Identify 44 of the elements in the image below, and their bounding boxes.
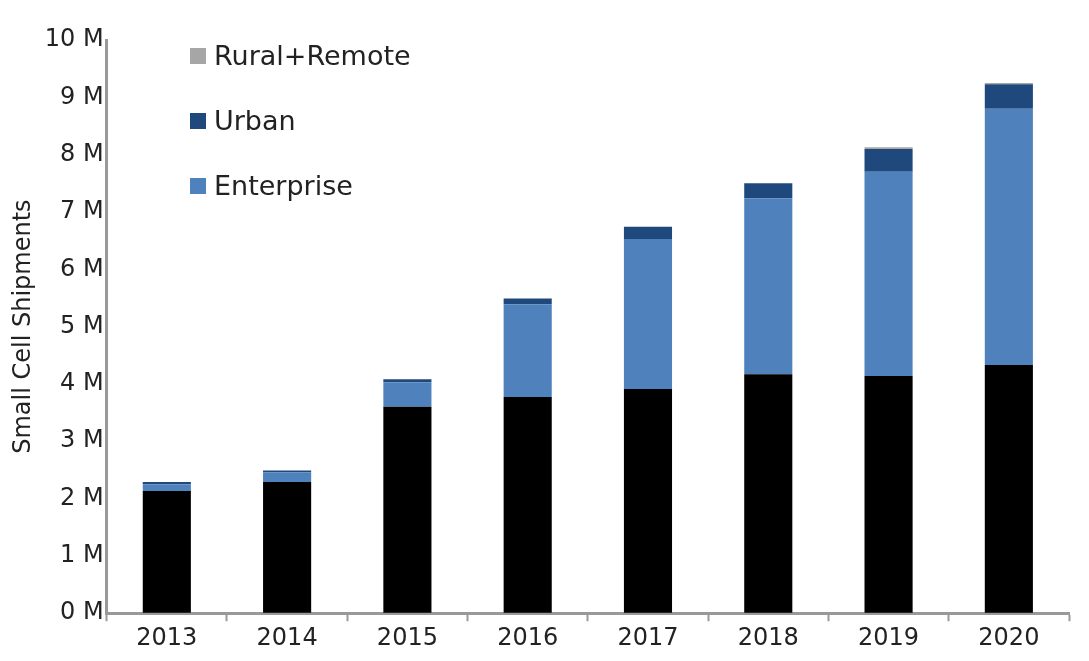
- y-tick-label: 7 M: [60, 196, 104, 225]
- y-tick-label: 8 M: [60, 138, 104, 167]
- y-tick-label: 6 M: [60, 253, 104, 282]
- x-tick-label: 2013: [136, 622, 198, 651]
- y-tick-label: 1 M: [60, 540, 104, 569]
- y-tick-label: 5 M: [60, 310, 104, 339]
- bar: [383, 382, 432, 407]
- x-tick-label: 2015: [376, 622, 438, 651]
- bar: [984, 365, 1033, 613]
- bar: [623, 226, 673, 239]
- bar: [383, 379, 432, 383]
- y-tick-label: 3 M: [60, 425, 104, 454]
- bar: [744, 374, 793, 613]
- bar: [263, 481, 312, 613]
- bar: [864, 148, 913, 172]
- bar: [864, 171, 913, 376]
- bar: [984, 108, 1033, 365]
- bar: [142, 484, 191, 492]
- bar: [503, 304, 552, 398]
- y-tick-label: 0 M: [60, 597, 104, 626]
- y-axis-title: Small Cell Shipments: [7, 199, 36, 454]
- bar: [623, 389, 673, 613]
- x-tick-label: 2017: [617, 622, 679, 651]
- bar: [984, 84, 1033, 109]
- y-tick-label: 9 M: [60, 81, 104, 110]
- bar: [142, 491, 191, 613]
- bar: [744, 183, 793, 199]
- legend-label: Rural+Remote: [214, 40, 411, 71]
- bar: [744, 198, 793, 375]
- bar: [503, 397, 552, 613]
- x-tick-label: 2018: [737, 622, 799, 651]
- x-tick-label: 2014: [256, 622, 318, 651]
- y-tick-label: 4 M: [60, 368, 104, 397]
- x-tick-label: 2016: [497, 622, 559, 651]
- bar: [623, 238, 673, 390]
- bar: [263, 472, 312, 482]
- legend-label: Urban: [214, 105, 296, 136]
- legend-label: Enterprise: [214, 170, 353, 201]
- bar: [864, 375, 913, 613]
- x-tick-label: 2019: [858, 622, 920, 651]
- y-tick-label: 2 M: [60, 482, 104, 511]
- x-tick-label: 2020: [978, 622, 1040, 651]
- y-tick-label: 10 M: [44, 24, 104, 53]
- bar: [383, 406, 432, 613]
